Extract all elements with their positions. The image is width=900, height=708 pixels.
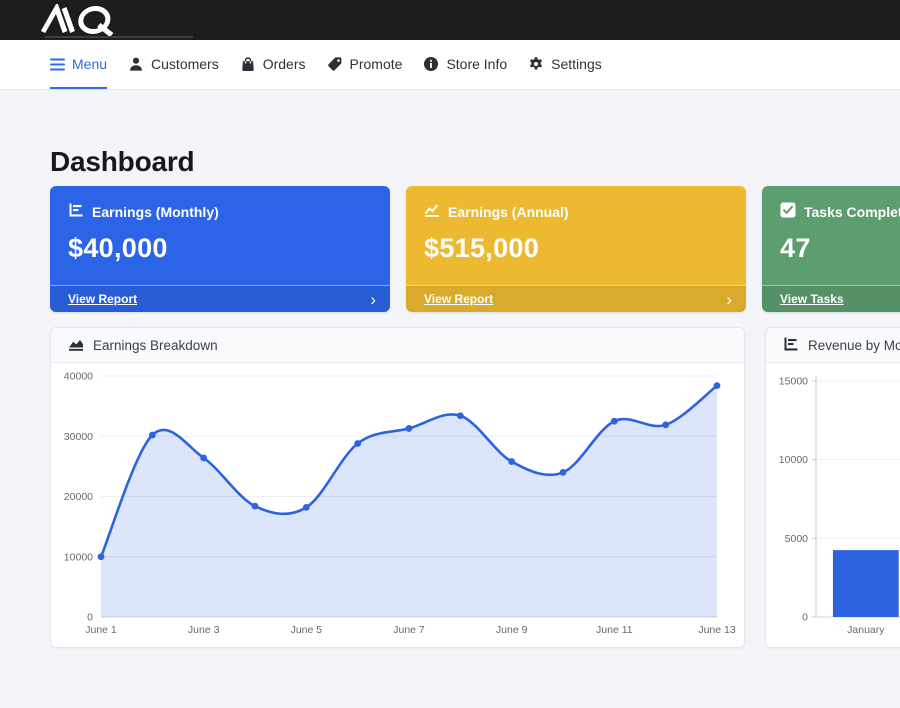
brand-logo-icon xyxy=(40,1,114,38)
svg-text:10000: 10000 xyxy=(779,454,808,466)
stat-card-value: $40,000 xyxy=(68,233,168,263)
stat-card-earnings-annual: Earnings (Annual) $515,000 View Report › xyxy=(406,186,746,312)
main-nav: Menu Customers Orders Promote Store Info… xyxy=(0,40,900,90)
stat-card-header: Earnings (Annual) xyxy=(424,202,728,221)
nav-label-store-info: Store Info xyxy=(446,56,508,72)
chart-body: 0 5000 10000 15000 January xyxy=(766,363,900,647)
stat-card-value: $515,000 xyxy=(424,233,540,263)
nav-item-orders[interactable]: Orders xyxy=(240,40,306,89)
chevron-right-icon: › xyxy=(370,289,376,309)
check-square-icon xyxy=(780,202,796,221)
shopping-bag-icon xyxy=(240,56,256,72)
stat-cards-row: Earnings (Monthly) $40,000 View Report ›… xyxy=(50,186,900,312)
view-report-label: View Report xyxy=(68,292,138,306)
nav-label-orders: Orders xyxy=(262,56,306,72)
nav-label-promote: Promote xyxy=(349,56,403,72)
area-chart-icon xyxy=(68,336,84,355)
svg-text:40000: 40000 xyxy=(64,371,93,383)
hamburger-icon xyxy=(50,58,65,71)
nav-label-customers: Customers xyxy=(151,56,219,72)
svg-text:June 11: June 11 xyxy=(596,624,633,636)
chart-title: Earnings Breakdown xyxy=(93,337,218,353)
svg-text:June 7: June 7 xyxy=(393,624,425,636)
svg-text:5000: 5000 xyxy=(785,533,809,545)
line-chart-icon xyxy=(424,202,440,221)
charts-row: Earnings Breakdown 0 10000 20000 30000 40000… xyxy=(50,327,900,648)
page-title: Dashboard xyxy=(50,146,195,177)
stat-card-earnings-monthly: Earnings (Monthly) $40,000 View Report › xyxy=(50,186,390,312)
chevron-right-icon: › xyxy=(726,289,732,309)
gear-icon xyxy=(528,56,544,72)
svg-text:30000: 30000 xyxy=(64,431,93,443)
revenue-by-month-card: Revenue by Month 0 5000 10000 15000 January xyxy=(765,327,900,648)
nav-item-menu[interactable]: Menu xyxy=(50,40,108,89)
nav-label-settings: Settings xyxy=(551,56,602,72)
view-tasks-label: View Tasks xyxy=(780,292,844,306)
brand-logo[interactable] xyxy=(40,1,140,41)
stat-card-header: Tasks Completed xyxy=(780,202,900,221)
topbar xyxy=(0,0,900,40)
nav-item-settings[interactable]: Settings xyxy=(528,40,602,89)
svg-text:0: 0 xyxy=(802,612,808,624)
main-content: Dashboard Earnings (Monthly) $40,000 Vie… xyxy=(0,145,900,648)
svg-text:June 5: June 5 xyxy=(291,624,323,636)
stat-card-title: Earnings (Monthly) xyxy=(92,203,219,220)
earnings-breakdown-chart: 0 10000 20000 30000 40000 June 1 June 3 June 5 J… xyxy=(64,371,736,637)
svg-text:10000: 10000 xyxy=(64,551,93,563)
stat-card-value: 47 xyxy=(780,233,811,263)
svg-text:0: 0 xyxy=(87,612,93,624)
chart-body: 0 10000 20000 30000 40000 June 1 June 3 June 5 J… xyxy=(51,363,744,647)
view-report-link[interactable]: View Report › xyxy=(50,285,390,312)
bar-chart-icon xyxy=(68,202,84,221)
svg-text:June 3: June 3 xyxy=(188,624,220,636)
nav-item-store-info[interactable]: Store Info xyxy=(423,40,507,89)
chart-card-header: Revenue by Month xyxy=(766,328,900,363)
stat-card-title: Tasks Completed xyxy=(804,203,900,220)
earnings-breakdown-card: Earnings Breakdown 0 10000 20000 30000 40000… xyxy=(50,327,745,648)
view-report-label: View Report xyxy=(424,292,494,306)
info-circle-icon xyxy=(423,56,439,72)
svg-text:June 9: June 9 xyxy=(496,624,528,636)
svg-text:20000: 20000 xyxy=(64,491,93,503)
svg-text:15000: 15000 xyxy=(779,376,808,388)
tag-icon xyxy=(327,56,343,72)
bar-chart-icon xyxy=(783,336,799,355)
stat-card-title: Earnings (Annual) xyxy=(448,203,569,220)
svg-text:June 13: June 13 xyxy=(698,624,736,636)
nav-label-menu: Menu xyxy=(72,56,108,72)
revenue-by-month-chart: 0 5000 10000 15000 January xyxy=(779,376,900,636)
nav-item-customers[interactable]: Customers xyxy=(128,40,219,89)
stat-card-header: Earnings (Monthly) xyxy=(68,202,372,221)
logo-underline xyxy=(45,36,193,38)
stat-card-tasks-completed: Tasks Completed 47 View Tasks › xyxy=(762,186,900,312)
nav-item-promote[interactable]: Promote xyxy=(327,40,403,89)
chart-title: Revenue by Month xyxy=(808,337,900,353)
svg-text:January: January xyxy=(847,624,885,636)
svg-text:June 1: June 1 xyxy=(85,624,117,636)
view-tasks-link[interactable]: View Tasks › xyxy=(762,285,900,312)
view-report-link[interactable]: View Report › xyxy=(406,285,746,312)
chart-card-header: Earnings Breakdown xyxy=(51,328,744,363)
person-icon xyxy=(128,56,144,72)
